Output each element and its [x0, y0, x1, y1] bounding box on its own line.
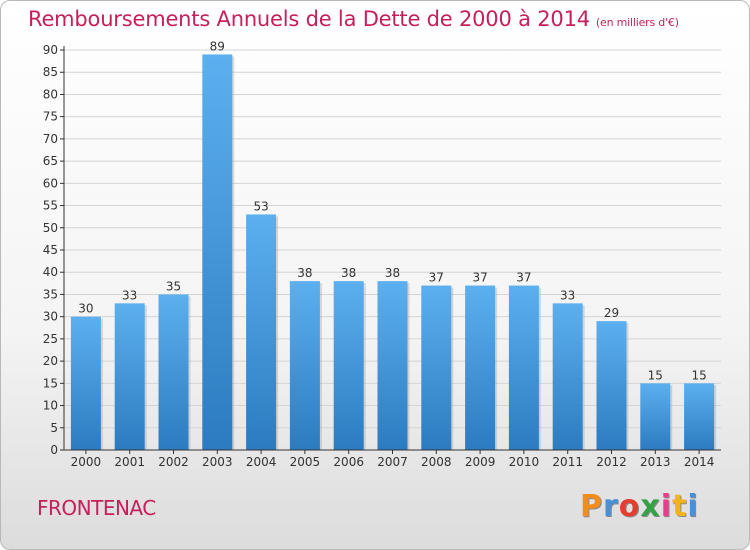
value-label: 37 [472, 271, 487, 285]
x-tick-label: 2004 [246, 455, 277, 469]
y-tick-label: 50 [43, 221, 58, 235]
logo-letter: t [672, 489, 688, 524]
bar [465, 285, 496, 450]
x-tick-label: 2012 [596, 455, 627, 469]
y-tick-label: 5 [50, 421, 58, 435]
bar [289, 281, 320, 450]
y-tick-label: 65 [43, 154, 58, 168]
logo-letter: o [618, 489, 641, 524]
y-tick-label: 55 [43, 199, 58, 213]
y-tick-label: 60 [43, 176, 58, 190]
x-tick-label: 2000 [71, 455, 102, 469]
proxiti-logo: Proxiti [580, 489, 699, 524]
bar [333, 281, 364, 450]
y-tick-label: 90 [43, 43, 58, 57]
x-tick-label: 2006 [333, 455, 364, 469]
bar [508, 285, 539, 450]
value-label: 29 [604, 306, 619, 320]
bar [114, 303, 145, 450]
y-tick-label: 40 [43, 265, 58, 279]
value-label: 53 [253, 199, 268, 213]
value-label: 33 [560, 288, 575, 302]
logo-letter: P [580, 489, 603, 524]
bar [202, 54, 233, 450]
bar [684, 383, 715, 450]
x-tick-label: 2007 [377, 455, 408, 469]
commune-name: FRONTENAC [37, 496, 156, 520]
value-label: 38 [297, 266, 312, 280]
y-tick-label: 35 [43, 287, 58, 301]
bar [640, 383, 671, 450]
bar [596, 321, 627, 450]
x-tick-label: 2005 [290, 455, 321, 469]
x-tick-label: 2002 [158, 455, 189, 469]
value-label: 37 [516, 271, 531, 285]
value-labels: 30 33 35 89 53 38 38 38 37 37 37 33 29 15 15 [78, 39, 706, 382]
x-tick-label: 2010 [509, 455, 540, 469]
x-tick-labels: 2000 2001 2002 2003 2004 2005 2006 2007 2008 2009… [71, 450, 715, 469]
logo-letter: i [687, 489, 699, 524]
value-label: 37 [429, 271, 444, 285]
value-label: 33 [122, 288, 137, 302]
bars [70, 54, 717, 450]
logo-letter: i [660, 489, 673, 524]
value-label: 38 [341, 266, 356, 280]
y-tick-label: 80 [43, 87, 58, 101]
y-tick-label: 45 [43, 243, 58, 257]
chart-title-text: Remboursements Annuels de la Dette de 20… [28, 7, 590, 31]
y-tick-label: 20 [43, 354, 58, 368]
x-tick-label: 2011 [552, 455, 583, 469]
logo-letter: r [603, 489, 619, 524]
x-tick-label: 2008 [421, 455, 452, 469]
y-tick-label: 85 [43, 65, 58, 79]
x-tick-label: 2003 [202, 455, 233, 469]
bar [246, 214, 277, 450]
bar [552, 303, 583, 450]
chart-title: Remboursements Annuels de la Dette de 20… [28, 7, 679, 31]
value-label: 15 [691, 368, 706, 382]
bar [377, 281, 408, 450]
value-label: 89 [210, 39, 225, 53]
y-tick-labels: 0 5 10 15 20 25 30 35 40 45 50 55 60 65 70 75 80 85 90 [43, 43, 64, 457]
x-tick-label: 2014 [684, 455, 715, 469]
y-tick-label: 30 [43, 310, 58, 324]
value-label: 38 [385, 266, 400, 280]
bar [70, 316, 101, 450]
value-label: 15 [648, 368, 663, 382]
value-label: 30 [78, 302, 93, 316]
bar [158, 294, 189, 450]
value-label: 35 [166, 279, 181, 293]
logo-letter: x [640, 489, 661, 524]
y-tick-label: 75 [43, 110, 58, 124]
y-tick-label: 15 [43, 376, 58, 390]
y-tick-label: 10 [43, 399, 58, 413]
x-tick-label: 2009 [465, 455, 496, 469]
y-tick-label: 0 [50, 443, 58, 457]
y-tick-label: 70 [43, 132, 58, 146]
y-tick-label: 25 [43, 332, 58, 346]
bar [421, 285, 452, 450]
chart-unit: (en milliers d'€) [595, 16, 679, 29]
x-tick-label: 2013 [640, 455, 671, 469]
x-tick-label: 2001 [114, 455, 145, 469]
